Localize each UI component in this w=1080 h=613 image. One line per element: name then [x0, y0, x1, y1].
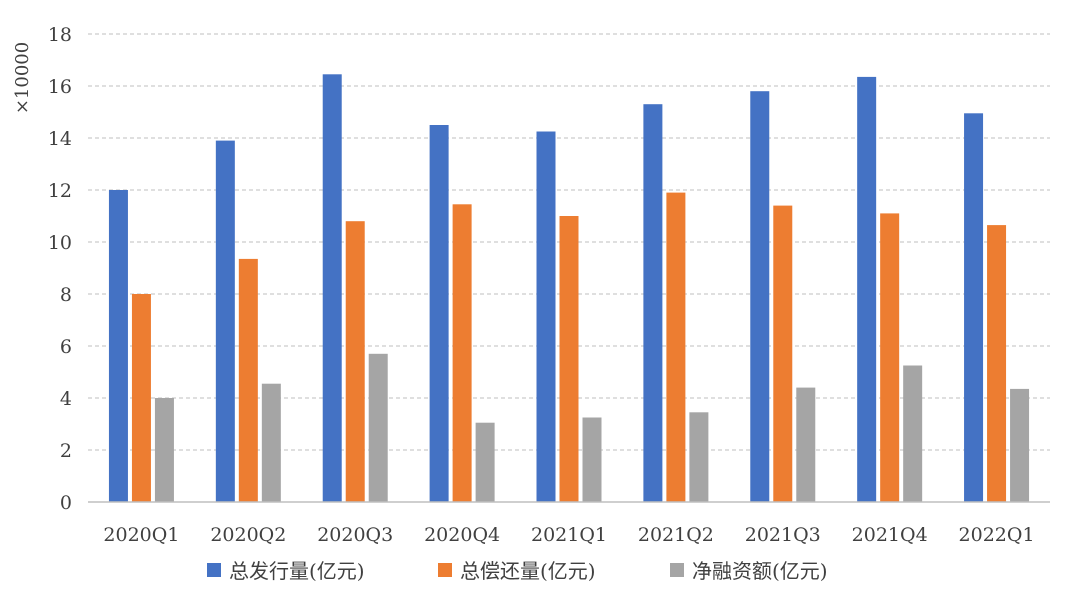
bar-3-2021Q4 — [903, 365, 923, 502]
y-tick-label: 2 — [60, 440, 72, 462]
legend: 总发行量(亿元) 总偿还量(亿元) 净融资额(亿元) — [207, 559, 828, 583]
legend-item: 净融资额(亿元) — [670, 559, 828, 583]
bar-2-2022Q1 — [987, 225, 1007, 502]
x-tick-label: 2021Q3 — [745, 524, 821, 546]
bar-1-2020Q1 — [108, 190, 128, 502]
y-tick-label: 8 — [60, 284, 72, 306]
bar-1-2022Q1 — [964, 113, 984, 503]
bar-3-2020Q3 — [368, 353, 388, 502]
legend-swatch — [670, 563, 684, 577]
bar-3-2020Q4 — [475, 422, 495, 502]
bar-1-2021Q3 — [750, 91, 770, 502]
x-tick-label: 2020Q3 — [317, 524, 393, 546]
x-tick-label: 2021Q1 — [531, 524, 607, 546]
bar-1-2021Q2 — [643, 104, 663, 502]
legend-item: 总发行量(亿元) — [207, 559, 365, 583]
bar-3-2022Q1 — [1010, 388, 1030, 502]
bar-3-2020Q1 — [154, 398, 174, 502]
bar-3-2021Q2 — [689, 412, 709, 502]
x-tick-label: 2020Q4 — [424, 524, 500, 546]
bar-2-2021Q3 — [773, 205, 793, 502]
legend-swatch — [207, 563, 221, 577]
y-tick-label: 0 — [60, 492, 72, 514]
bars — [108, 74, 1030, 503]
axes: 0 2 4 6 8 10 12 14 16 18 2020Q1 2020Q2 2020Q3 2020Q4 2… — [48, 24, 1050, 546]
bar-1-2020Q4 — [429, 125, 449, 502]
legend-swatch — [438, 563, 452, 577]
y-tick-label: 12 — [48, 180, 72, 202]
bar-1-2021Q1 — [536, 131, 556, 502]
bar-2-2021Q4 — [880, 213, 900, 502]
legend-label: 总发行量(亿元) — [229, 559, 365, 583]
y-tick-label: 10 — [48, 232, 72, 254]
y-axis-unit-label: ×10000 — [12, 42, 33, 114]
x-tick-label: 2021Q4 — [852, 524, 928, 546]
bar-1-2021Q4 — [857, 76, 877, 503]
bar-2-2020Q3 — [345, 221, 365, 502]
x-tick-label: 2022Q1 — [959, 524, 1035, 546]
y-tick-label: 4 — [60, 388, 72, 410]
bar-2-2021Q2 — [666, 192, 686, 502]
y-tick-label: 18 — [48, 24, 72, 46]
x-tick-label: 2020Q2 — [210, 524, 286, 546]
bar-1-2020Q2 — [215, 140, 235, 502]
x-tick-label: 2020Q1 — [103, 524, 179, 546]
bar-3-2021Q3 — [796, 387, 816, 502]
bar-2-2020Q2 — [238, 258, 258, 502]
bar-2-2020Q1 — [131, 294, 151, 502]
y-tick-label: 6 — [60, 336, 72, 358]
bar-2-2021Q1 — [559, 216, 579, 502]
legend-item: 总偿还量(亿元) — [438, 559, 596, 583]
y-tick-label: 16 — [48, 76, 72, 98]
x-tick-label: 2021Q2 — [638, 524, 714, 546]
bar-2-2020Q4 — [452, 204, 472, 503]
bar-3-2021Q1 — [582, 417, 602, 502]
bar-1-2020Q3 — [322, 74, 342, 503]
legend-label: 净融资额(亿元) — [692, 559, 828, 583]
bar-3-2020Q2 — [261, 383, 281, 502]
legend-label: 总偿还量(亿元) — [460, 559, 596, 583]
y-tick-label: 14 — [48, 128, 72, 150]
